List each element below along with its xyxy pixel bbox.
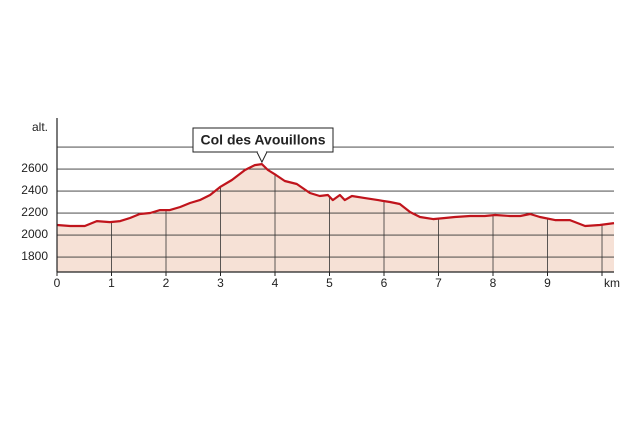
x-tick-label: 1 [108,276,115,290]
x-tick-label: 0 [54,276,61,290]
x-tick-label: 5 [326,276,333,290]
y-tick-label: 2000 [21,227,48,241]
x-tick-label: km [604,276,620,290]
x-tick-label: 9 [544,276,551,290]
x-tick-label: 3 [217,276,224,290]
x-tick-label: 8 [490,276,497,290]
y-tick-label: 2200 [21,205,48,219]
profile-line [56,163,615,228]
x-tick-label: 2 [163,276,170,290]
x-tick-label: 6 [381,276,388,290]
y-axis-label: alt. [32,120,48,134]
x-tick-label: 7 [435,276,442,290]
y-tick-label: 2400 [21,183,48,197]
x-tick-label: 4 [272,276,279,290]
y-tick-label: 1800 [21,249,48,263]
y-tick-label: 2600 [21,161,48,175]
annotation-box [192,127,334,153]
annotation-pointer [256,151,268,164]
area-fill [57,164,614,272]
annotation-text: Col des Avouillons [201,132,326,148]
